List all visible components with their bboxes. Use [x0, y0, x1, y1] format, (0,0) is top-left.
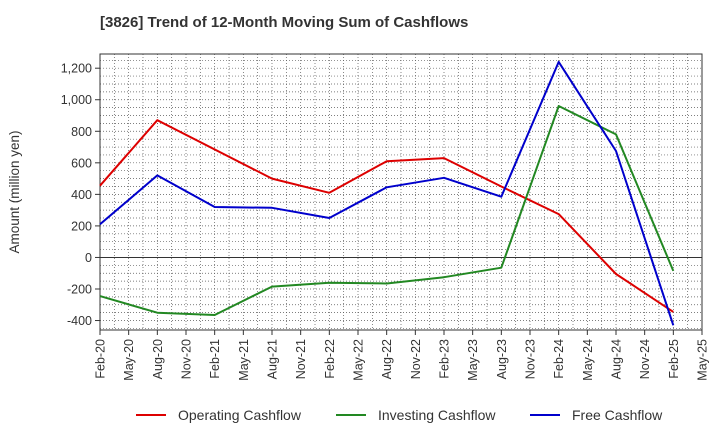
y-tick-label: 1,200: [61, 62, 92, 76]
plot-frame: [99, 53, 703, 331]
x-tick-label: Nov-24: [638, 339, 652, 379]
chart-title: [3826] Trend of 12-Month Moving Sum of C…: [100, 14, 469, 31]
x-tick-label: Nov-23: [524, 339, 538, 379]
series-line-operating-cashflow: [99, 119, 674, 313]
y-tick-label: 0: [85, 251, 92, 265]
y-tick-label: 1,000: [61, 93, 92, 107]
x-tick-label: May-20: [122, 339, 136, 381]
y-tick-label: -400: [67, 314, 92, 328]
legend-label: Investing Cashflow: [378, 407, 496, 423]
x-tick-label: May-22: [352, 339, 366, 381]
x-tick-label: Aug-23: [495, 339, 509, 379]
x-tick-label: Feb-20: [94, 339, 108, 379]
y-tick-label: 400: [71, 188, 92, 202]
x-tick-label: May-21: [237, 339, 251, 381]
x-tick-label: Feb-24: [552, 339, 566, 379]
x-tick-label: May-24: [581, 339, 595, 381]
x-tick-label: Feb-21: [208, 339, 222, 379]
series-line-investing-cashflow: [99, 105, 675, 316]
series-line-free-cashflow: [99, 60, 675, 326]
y-tick-label: 600: [71, 156, 92, 170]
x-tick-label: Nov-21: [294, 339, 308, 379]
legend-label: Operating Cashflow: [178, 407, 302, 423]
x-tick-label: Aug-24: [610, 339, 624, 379]
y-tick-label: 800: [71, 125, 92, 139]
x-tick-label: Nov-20: [180, 339, 194, 379]
x-tick-label: Aug-22: [380, 339, 394, 379]
x-tick-label: Nov-22: [409, 339, 423, 379]
x-tick-label: Feb-25: [667, 339, 681, 379]
y-axis-label: Amount (million yen): [7, 130, 22, 253]
y-tick-label: 200: [71, 219, 92, 233]
y-tick-label: -200: [67, 282, 92, 296]
x-tick-label: Feb-23: [438, 339, 452, 379]
x-tick-label: May-25: [696, 339, 710, 381]
x-tick-label: Aug-20: [151, 339, 165, 379]
legend-label: Free Cashflow: [572, 407, 663, 423]
x-tick-label: May-23: [466, 339, 480, 381]
x-tick-label: Feb-22: [323, 339, 337, 379]
x-tick-label: Aug-21: [266, 339, 280, 379]
